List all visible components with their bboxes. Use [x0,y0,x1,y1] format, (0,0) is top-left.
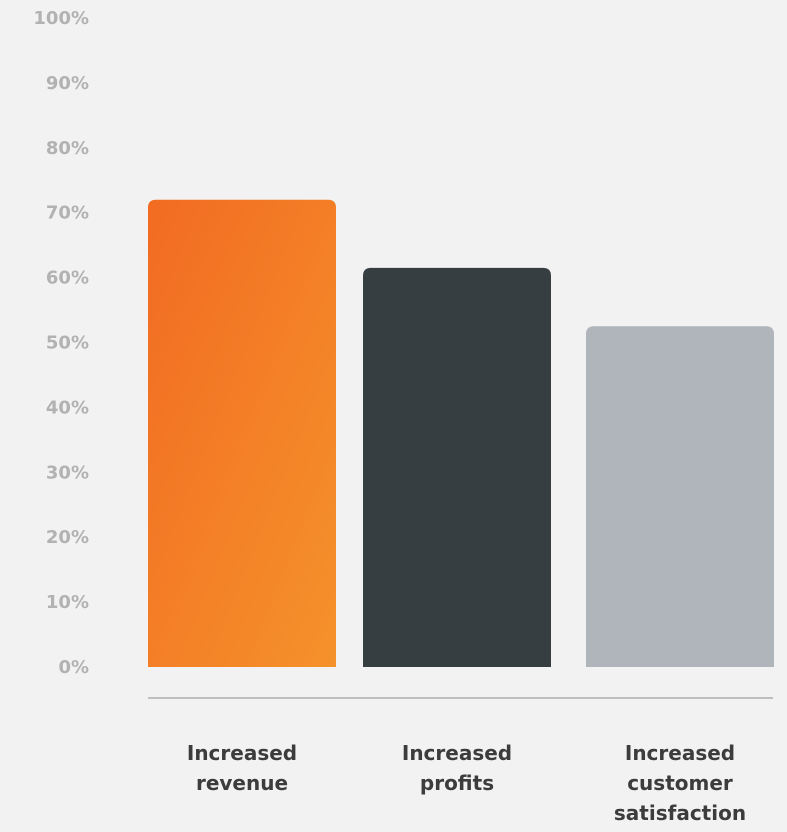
bar-2 [363,267,551,667]
y-tick-label: 40% [46,397,89,418]
y-tick-label: 70% [46,203,89,224]
y-tick-label: 30% [46,462,89,483]
y-tick-label: 0% [58,657,89,678]
x-category-label-line: Increased [187,741,297,765]
y-tick-label: 20% [46,527,89,548]
y-tick-label: 90% [46,73,89,94]
y-axis-ticks: 0% 10% 20% 30% 40% 50% 60% 70% 80% 90% 100% [33,8,89,678]
x-category-label-line: revenue [196,771,288,795]
bar-3 [586,326,774,667]
y-tick-label: 80% [46,138,89,159]
x-category-label-line: customer [627,771,733,795]
bar-1 [148,199,336,667]
x-category-label: Increased revenue [187,741,297,795]
y-tick-label: 50% [46,333,89,354]
y-tick-label: 10% [46,592,89,613]
y-tick-label: 60% [46,268,89,289]
x-category-label-line: satisfaction [614,801,746,825]
bars-group [148,199,774,667]
x-category-label: Increased profits [402,741,512,795]
x-category-label-line: profits [420,771,494,795]
x-category-label-line: Increased [625,741,735,765]
x-category-label-line: Increased [402,741,512,765]
y-tick-label: 100% [33,8,89,29]
x-category-label: Increased customer satisfaction [614,741,746,825]
